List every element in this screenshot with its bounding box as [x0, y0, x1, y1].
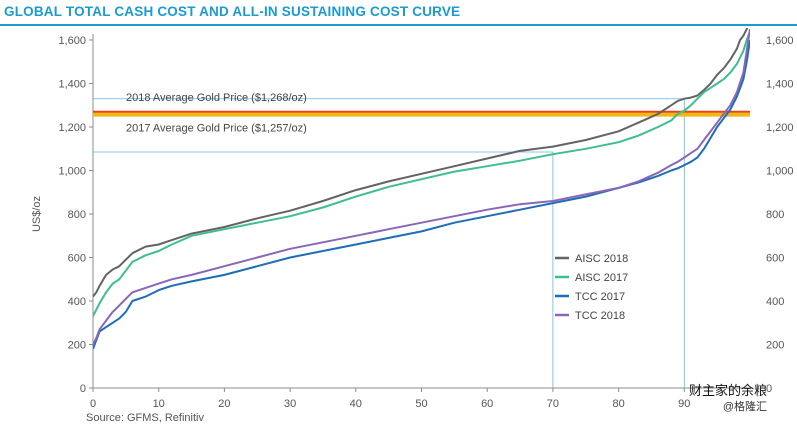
legend-label: AISC 2018 [575, 253, 628, 265]
series-line-tcc-2018 [93, 28, 750, 345]
watermark: 财主家的余粮 @格隆汇 [689, 382, 767, 416]
y-tick-label: 200 [68, 340, 86, 352]
y-tick-label-right: 1,000 [766, 166, 794, 178]
gold-price-2017-label: 2017 Average Gold Price ($1,257/oz) [126, 123, 307, 135]
x-tick-label: 90 [678, 398, 690, 410]
y-tick-label: 0 [80, 383, 86, 395]
series-group [93, 28, 750, 350]
y-tick-label: 1,000 [58, 166, 86, 178]
y-axis-label: US$/oz [31, 196, 43, 232]
x-tick-label: 20 [218, 398, 230, 410]
gold-price-2018-label: 2018 Average Gold Price ($1,268/oz) [126, 92, 307, 104]
source-note: Source: GFMS, Refinitiv [86, 412, 204, 424]
legend-label: AISC 2017 [575, 272, 628, 284]
x-tick-label: 30 [284, 398, 296, 410]
x-tick-label: 10 [153, 398, 165, 410]
y-tick-label: 1,200 [58, 122, 86, 134]
watermark-line2: @格隆汇 [722, 401, 767, 413]
x-tick-label: 0 [90, 398, 96, 410]
legend-label: TCC 2017 [575, 291, 625, 303]
series-line-aisc-2018 [93, 28, 749, 298]
x-tick-label: 70 [547, 398, 559, 410]
y-tick-label: 1,600 [58, 35, 86, 47]
y-tick-label-right: 600 [766, 253, 784, 265]
y-tick-label-right: 0 [766, 383, 772, 395]
legend-label: TCC 2018 [575, 310, 625, 322]
x-tick-label: 50 [415, 398, 427, 410]
x-tick-label: 40 [350, 398, 362, 410]
y-tick-label: 400 [68, 296, 86, 308]
watermark-line1: 财主家的余粮 [688, 383, 767, 398]
y-tick-label-right: 800 [766, 209, 784, 221]
y-tick-label-right: 400 [766, 296, 784, 308]
series-line-tcc-2017 [93, 39, 750, 350]
y-tick-label-right: 1,600 [766, 35, 794, 47]
y-tick-label-right: 1,200 [766, 122, 794, 134]
series-line-aisc-2017 [93, 30, 750, 317]
y-tick-label-right: 1,400 [766, 79, 794, 91]
x-tick-label: 80 [612, 398, 624, 410]
chart-title: GLOBAL TOTAL CASH COST AND ALL-IN SUSTAI… [4, 4, 461, 19]
x-tick-label: 60 [481, 398, 493, 410]
y-tick-label: 1,400 [58, 79, 86, 91]
y-tick-label-right: 200 [766, 340, 784, 352]
y-tick-label: 800 [68, 209, 86, 221]
title-rule [0, 24, 797, 26]
y-tick-label: 600 [68, 253, 86, 265]
